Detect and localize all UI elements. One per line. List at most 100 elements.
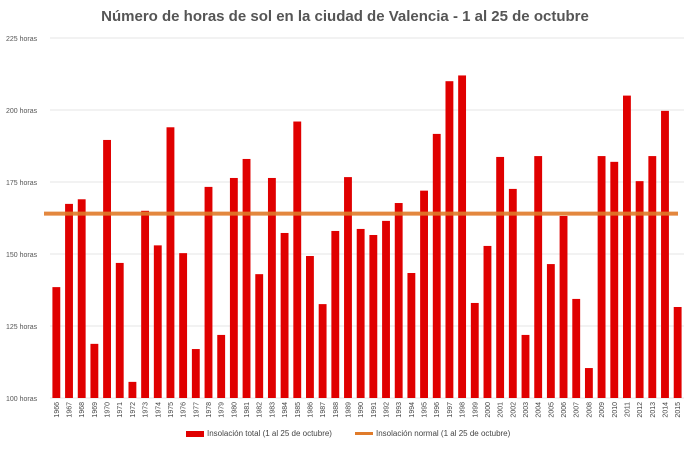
bar-2008: [584, 368, 593, 398]
bar-1972: [128, 381, 137, 398]
x-tick-label: 1980: [231, 402, 238, 418]
x-tick-label: 1970: [105, 402, 112, 418]
x-tick-label: 1985: [295, 402, 302, 418]
bar-2010: [610, 161, 619, 398]
x-tick-label: 2005: [548, 402, 555, 418]
x-tick-label: 1998: [460, 402, 467, 418]
y-tick-label: 150 horas: [6, 252, 38, 259]
bar-1969: [90, 343, 99, 398]
bar-2011: [623, 95, 631, 398]
bar-1982: [255, 274, 264, 398]
x-tick-label: 1966: [54, 402, 61, 418]
x-tick-label: 1969: [92, 402, 99, 418]
x-tick-label: 1974: [155, 402, 162, 418]
x-tick-label: 1999: [472, 402, 479, 418]
bar-1990: [356, 228, 365, 398]
bar-1977: [191, 349, 200, 398]
bar-1983: [267, 177, 276, 398]
y-tick-label: 200 horas: [6, 108, 38, 115]
x-tick-label: 2004: [536, 402, 543, 418]
x-tick-label: 1979: [219, 402, 226, 418]
bar-1985: [293, 121, 302, 399]
bar-2006: [559, 215, 568, 398]
legend-item-total: Insolación total (1 al 25 de octubre): [186, 429, 332, 438]
bar-1984: [280, 232, 289, 398]
x-tick-label: 2015: [675, 402, 682, 418]
x-tick-label: 2006: [561, 402, 568, 418]
x-tick-label: 1995: [422, 402, 429, 418]
x-tick-label: 1982: [257, 402, 264, 418]
bar-2015: [673, 306, 682, 398]
bar-1992: [382, 220, 390, 398]
x-tick-label: 1993: [396, 402, 403, 418]
bar-1967: [65, 203, 73, 398]
x-tick-label: 2014: [662, 402, 669, 418]
bar-1968: [77, 199, 86, 398]
bar-1995: [420, 190, 428, 398]
legend-swatch-total: [186, 430, 204, 437]
x-tick-label: 1975: [168, 402, 175, 418]
bar-1979: [217, 334, 226, 398]
x-tick-label: 1997: [447, 402, 454, 418]
x-tick-label: 1976: [181, 402, 188, 418]
bar-2012: [635, 181, 644, 398]
bar-2013: [648, 156, 657, 398]
y-tick-label: 225 horas: [6, 36, 38, 43]
y-tick-label: 100 horas: [6, 396, 38, 403]
bar-1970: [103, 139, 111, 398]
bar-1981: [242, 158, 251, 398]
bar-1974: [153, 245, 162, 398]
bar-2005: [546, 264, 555, 398]
bar-1976: [179, 253, 188, 398]
x-tick-label: 2001: [498, 402, 505, 418]
x-tick-label: 2007: [574, 402, 581, 418]
x-tick-label: 2008: [586, 402, 593, 418]
x-tick-label: 1967: [67, 402, 74, 418]
bar-1988: [331, 230, 340, 398]
bar-2007: [572, 298, 581, 398]
bar-2002: [508, 188, 517, 398]
bar-1971: [115, 262, 124, 398]
bar-2003: [521, 334, 530, 398]
x-tick-label: 1978: [206, 402, 213, 418]
x-tick-label: 2011: [624, 402, 631, 417]
chart-title: Número de horas de sol en la ciudad de V…: [101, 8, 589, 25]
bar-1997: [445, 81, 454, 398]
bar-2000: [483, 245, 492, 398]
bar-1996: [432, 133, 441, 399]
bar-1998: [458, 75, 467, 398]
x-tick-label: 1996: [434, 402, 441, 418]
x-tick-label: 2009: [599, 402, 606, 418]
x-tick-label: 2000: [485, 402, 492, 418]
bar-1975: [166, 127, 175, 398]
bar-1993: [394, 203, 403, 398]
bar-2004: [534, 156, 543, 398]
bar-1999: [470, 302, 479, 398]
x-tick-label: 1984: [282, 402, 289, 418]
legend-label-total: Insolación total (1 al 25 de octubre): [207, 429, 332, 438]
bar-1978: [204, 186, 213, 398]
bar-2014: [661, 110, 669, 398]
y-tick-label: 175 horas: [6, 180, 38, 187]
bar-1991: [369, 234, 378, 398]
bar-1989: [344, 177, 352, 398]
x-tick-label: 1981: [244, 402, 251, 418]
x-tick-label: 2003: [523, 402, 530, 418]
x-tick-label: 1989: [345, 402, 352, 418]
x-tick-label: 1987: [320, 402, 327, 418]
x-tick-label: 1990: [358, 402, 365, 418]
x-tick-label: 1968: [79, 402, 86, 418]
x-tick-label: 1991: [371, 402, 378, 418]
bar-1973: [141, 210, 150, 398]
bar-2009: [597, 156, 606, 398]
bar-1994: [407, 273, 416, 398]
bar-2001: [496, 156, 505, 398]
x-tick-label: 1986: [307, 402, 314, 418]
x-tick-label: 1973: [143, 402, 150, 418]
legend-swatch-normal: [355, 432, 373, 435]
x-tick-label: 1988: [333, 402, 340, 418]
bar-1980: [229, 177, 238, 398]
x-tick-label: 2002: [510, 402, 517, 418]
x-tick-label: 2013: [650, 402, 657, 418]
